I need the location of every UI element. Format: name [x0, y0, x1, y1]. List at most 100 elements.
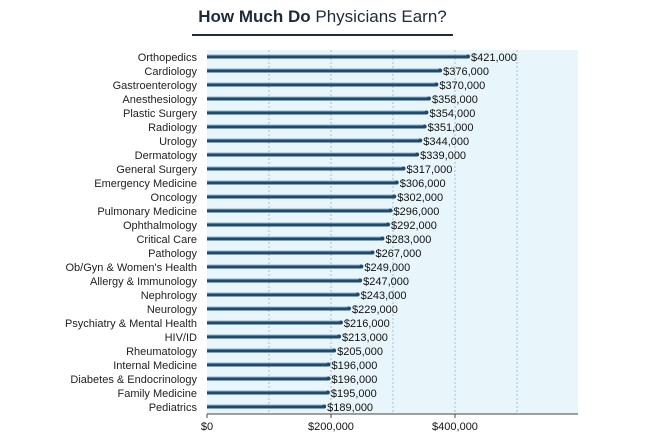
- bar-end-marker: [338, 320, 343, 325]
- bar-8: [207, 166, 406, 171]
- value-label: $229,000: [352, 304, 398, 316]
- value-label: $370,000: [439, 80, 485, 92]
- value-label: $317,000: [407, 164, 453, 176]
- bar-7: [207, 152, 420, 157]
- bar-highlight: [207, 138, 421, 140]
- value-label: $216,000: [344, 318, 390, 330]
- bar-end-marker: [424, 110, 429, 115]
- value-label: $213,000: [342, 332, 388, 344]
- bar-highlight: [207, 124, 425, 126]
- bar-highlight: [207, 334, 340, 336]
- bar-11: [207, 208, 393, 213]
- category-label: Emergency Medicine: [94, 178, 197, 190]
- bar-highlight: [207, 320, 341, 322]
- bar-end-marker: [426, 96, 431, 101]
- value-label: $421,000: [471, 52, 517, 64]
- value-label: $205,000: [337, 346, 383, 358]
- category-label: Ophthalmology: [123, 220, 197, 232]
- bar: [207, 180, 397, 185]
- category-label: Pulmonary Medicine: [97, 206, 197, 218]
- bar: [207, 236, 383, 241]
- category-label: Oncology: [151, 192, 198, 204]
- bar-2: [207, 82, 439, 87]
- category-labels: Orthopedics Cardiology Gastroenterology Ane…: [65, 52, 198, 414]
- value-labels: $421,000 $376,000 $370,000 $358,000 $354,000…: [327, 52, 517, 414]
- bar-15: [207, 264, 364, 269]
- value-label: $283,000: [385, 234, 431, 246]
- bar-end-marker: [346, 306, 351, 311]
- category-label: Internal Medicine: [113, 360, 197, 372]
- bar: [207, 82, 437, 87]
- value-label: $354,000: [429, 108, 475, 120]
- bar-end-marker: [466, 54, 471, 59]
- bar-25: [207, 404, 327, 409]
- bar-highlight: [207, 348, 335, 350]
- value-label: $292,000: [391, 220, 437, 232]
- bar: [207, 96, 429, 101]
- category-label: Family Medicine: [118, 388, 197, 400]
- bar-16: [207, 278, 363, 283]
- bar-1: [207, 68, 443, 73]
- value-label: $296,000: [394, 206, 440, 218]
- bar-highlight: [207, 376, 329, 378]
- x-axis: $0 $200,000 $400,000: [201, 413, 578, 433]
- bar-end-marker: [438, 68, 443, 73]
- bar-highlight: [207, 306, 349, 308]
- category-label: Ob/Gyn & Women's Health: [65, 262, 197, 274]
- category-label: Plastic Surgery: [123, 108, 197, 120]
- category-label: HIV/ID: [165, 332, 197, 344]
- bar-0: [207, 54, 471, 59]
- x-tick-label: $200,000: [308, 421, 354, 433]
- bar-highlight: [207, 236, 383, 238]
- bar-14: [207, 250, 375, 255]
- bar: [207, 208, 391, 213]
- category-label: Orthopedics: [138, 52, 198, 64]
- bar-end-marker: [415, 152, 420, 157]
- bar: [207, 348, 335, 353]
- bar: [207, 54, 469, 59]
- bar: [207, 110, 427, 115]
- bars: [207, 54, 471, 409]
- bar-end-marker: [322, 404, 327, 409]
- bar-12: [207, 222, 391, 227]
- chart-title: How Much Do Physicians Earn?: [0, 6, 645, 28]
- category-label: General Surgery: [116, 164, 197, 176]
- bar-end-marker: [392, 194, 397, 199]
- bar: [207, 306, 349, 311]
- value-label: $196,000: [332, 374, 378, 386]
- category-label: Rheumatology: [126, 346, 197, 358]
- bar-9: [207, 180, 399, 185]
- bar: [207, 362, 329, 367]
- bar-highlight: [207, 166, 404, 168]
- bar-21: [207, 348, 337, 353]
- bar-end-marker: [434, 82, 439, 87]
- category-label: Psychiatry & Mental Health: [65, 318, 197, 330]
- bar: [207, 376, 329, 381]
- bar-6: [207, 138, 423, 143]
- category-label: Critical Care: [136, 234, 197, 246]
- bar: [207, 124, 425, 129]
- bar: [207, 320, 341, 325]
- category-label: Urology: [159, 136, 197, 148]
- bar: [207, 222, 389, 227]
- bar-end-marker: [380, 236, 385, 241]
- bar-17: [207, 292, 360, 297]
- category-label: Gastroenterology: [113, 80, 198, 92]
- x-tick-label: $400,000: [432, 421, 478, 433]
- value-label: $376,000: [443, 66, 489, 78]
- category-label: Anesthesiology: [122, 94, 197, 106]
- bar-10: [207, 194, 397, 199]
- bar-highlight: [207, 390, 328, 392]
- category-label: Nephrology: [141, 290, 198, 302]
- category-label: Diabetes & Endocrinology: [70, 374, 197, 386]
- value-label: $339,000: [420, 150, 466, 162]
- category-label: Radiology: [148, 122, 197, 134]
- bar-end-marker: [370, 250, 375, 255]
- value-label: $196,000: [332, 360, 378, 372]
- category-label: Pathology: [148, 248, 197, 260]
- bar-23: [207, 376, 331, 381]
- bar-highlight: [207, 292, 358, 294]
- bar-highlight: [207, 362, 329, 364]
- value-label: $249,000: [364, 262, 410, 274]
- bar-end-marker: [388, 208, 393, 213]
